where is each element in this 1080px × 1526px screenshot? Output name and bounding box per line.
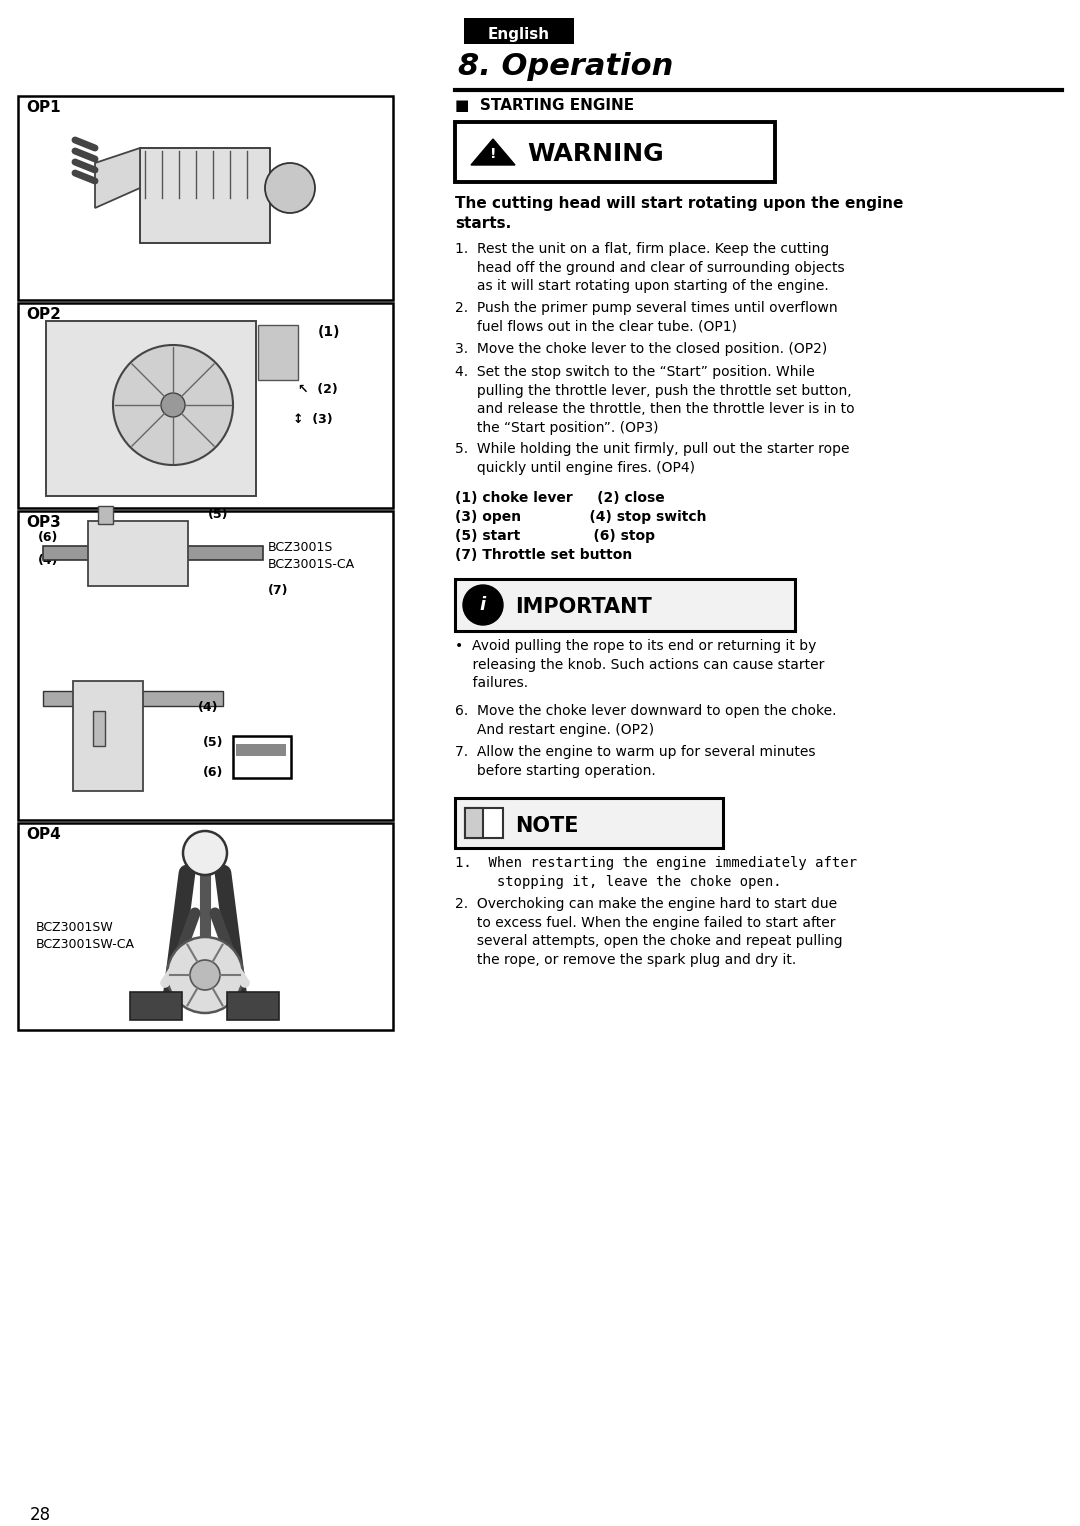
Bar xyxy=(18,823,393,1030)
Polygon shape xyxy=(471,139,515,165)
Text: (4): (4) xyxy=(38,554,58,568)
Text: 3.  Move the choke lever to the closed position. (OP2): 3. Move the choke lever to the closed po… xyxy=(455,342,827,356)
Bar xyxy=(73,681,143,790)
Text: •  Avoid pulling the rope to its end or returning it by
    releasing the knob. : • Avoid pulling the rope to its end or r… xyxy=(455,639,824,690)
Text: 5.  While holding the unit firmly, pull out the starter rope
     quickly until : 5. While holding the unit firmly, pull o… xyxy=(455,443,850,475)
Bar xyxy=(43,691,222,707)
Bar xyxy=(227,992,279,1019)
Bar xyxy=(465,807,483,838)
Text: !: ! xyxy=(489,146,496,162)
Text: (5) start               (6) stop: (5) start (6) stop xyxy=(455,530,654,543)
Text: RUN: RUN xyxy=(248,742,275,751)
Text: OP2: OP2 xyxy=(26,307,60,322)
Text: NOTE: NOTE xyxy=(515,816,579,836)
Text: BCZ3001S
BCZ3001S-CA: BCZ3001S BCZ3001S-CA xyxy=(268,542,355,571)
Circle shape xyxy=(190,960,220,990)
Text: BCZ3001SW
BCZ3001SW-CA: BCZ3001SW BCZ3001SW-CA xyxy=(36,922,135,951)
Bar xyxy=(43,546,264,560)
Bar xyxy=(465,807,503,838)
Bar xyxy=(140,148,270,243)
Text: 8. Operation: 8. Operation xyxy=(458,52,673,81)
Text: The cutting head will start rotating upon the engine
starts.: The cutting head will start rotating upo… xyxy=(455,195,903,230)
Bar xyxy=(464,18,573,44)
Text: ■  STARTING ENGINE: ■ STARTING ENGINE xyxy=(455,98,634,113)
Bar xyxy=(237,745,286,755)
Text: (6): (6) xyxy=(38,531,58,543)
Bar xyxy=(455,122,775,182)
Bar xyxy=(93,711,105,746)
Text: OP3: OP3 xyxy=(26,514,60,530)
Text: (4): (4) xyxy=(198,700,218,714)
Text: 7.  Allow the engine to warm up for several minutes
     before starting operati: 7. Allow the engine to warm up for sever… xyxy=(455,745,815,778)
Circle shape xyxy=(265,163,315,214)
Bar xyxy=(130,992,183,1019)
Bar xyxy=(18,511,393,819)
Text: STOP: STOP xyxy=(245,758,279,769)
Text: (5): (5) xyxy=(207,508,228,520)
Bar xyxy=(455,798,723,848)
Circle shape xyxy=(113,345,233,465)
Text: 4.  Set the stop switch to the “Start” position. While
     pulling the throttle: 4. Set the stop switch to the “Start” po… xyxy=(455,365,854,435)
Text: (5): (5) xyxy=(203,736,224,749)
Bar xyxy=(87,520,188,586)
Bar xyxy=(98,507,113,523)
Text: 28: 28 xyxy=(30,1506,51,1524)
Bar xyxy=(46,320,256,496)
Circle shape xyxy=(183,832,227,874)
Text: (1) choke lever     (2) close: (1) choke lever (2) close xyxy=(455,491,665,505)
Text: 1.  When restarting the engine immediately after
     stopping it, leave the cho: 1. When restarting the engine immediatel… xyxy=(455,856,858,888)
Bar xyxy=(258,325,298,380)
Text: ↕  (3): ↕ (3) xyxy=(293,414,333,426)
Text: (7) Throttle set button: (7) Throttle set button xyxy=(455,548,632,562)
Text: ↖  (2): ↖ (2) xyxy=(298,383,338,397)
Text: (6): (6) xyxy=(203,766,224,778)
Circle shape xyxy=(161,394,185,417)
Text: IMPORTANT: IMPORTANT xyxy=(515,597,651,617)
Text: 2.  Overchoking can make the engine hard to start due
     to excess fuel. When : 2. Overchoking can make the engine hard … xyxy=(455,897,842,967)
Bar xyxy=(455,578,795,630)
Bar xyxy=(18,304,393,508)
Text: English: English xyxy=(488,26,550,41)
Polygon shape xyxy=(95,148,140,208)
Bar xyxy=(233,736,291,778)
Text: 1.  Rest the unit on a flat, firm place. Keep the cutting
     head off the grou: 1. Rest the unit on a flat, firm place. … xyxy=(455,243,845,293)
Text: 2.  Push the primer pump several times until overflown
     fuel flows out in th: 2. Push the primer pump several times un… xyxy=(455,301,838,334)
Text: (1): (1) xyxy=(318,325,340,339)
Text: (3) open              (4) stop switch: (3) open (4) stop switch xyxy=(455,510,706,523)
Circle shape xyxy=(167,937,243,1013)
Text: WARNING: WARNING xyxy=(527,142,664,166)
Circle shape xyxy=(463,584,503,626)
Text: 6.  Move the choke lever downward to open the choke.
     And restart engine. (O: 6. Move the choke lever downward to open… xyxy=(455,703,837,737)
Bar xyxy=(18,96,393,301)
Text: OP4: OP4 xyxy=(26,827,60,842)
Text: (7): (7) xyxy=(268,584,288,597)
Text: OP1: OP1 xyxy=(26,101,60,114)
Text: i: i xyxy=(480,597,486,613)
